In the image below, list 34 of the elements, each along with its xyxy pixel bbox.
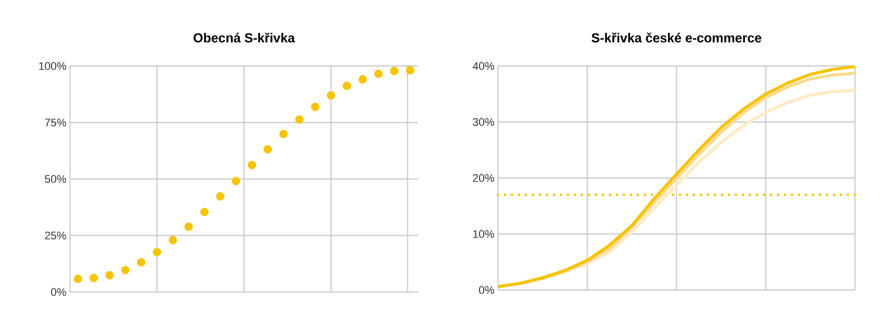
point xyxy=(74,274,82,284)
point xyxy=(390,66,398,76)
point xyxy=(358,75,367,84)
y-tick-label: 40% xyxy=(472,62,494,70)
point xyxy=(326,91,336,100)
point xyxy=(121,266,130,274)
point xyxy=(105,271,114,280)
point xyxy=(232,176,240,186)
point xyxy=(310,102,320,112)
point xyxy=(90,274,98,282)
point xyxy=(152,248,162,256)
point xyxy=(342,82,352,90)
y-tick-label: 25% xyxy=(45,232,66,240)
point xyxy=(136,258,146,267)
y-tick-label: 20% xyxy=(473,174,494,182)
chart-title: S-křivka české e-commerce xyxy=(592,32,762,42)
y-tick-label: 50% xyxy=(44,175,66,183)
y-tick-label: 75% xyxy=(45,118,66,126)
point xyxy=(216,192,224,201)
point xyxy=(184,222,193,231)
point xyxy=(295,115,304,124)
point xyxy=(168,236,178,244)
y-tick-label: 30% xyxy=(472,118,494,126)
y-tick-label: 0% xyxy=(51,288,66,296)
y-tick-label: 0% xyxy=(479,286,494,294)
y-tick-label: 100% xyxy=(39,62,66,70)
chart-title: Obecná S-křivka xyxy=(194,32,296,42)
point xyxy=(279,130,288,138)
point xyxy=(248,160,256,170)
point xyxy=(374,70,383,78)
y-tick-label: 10% xyxy=(473,230,494,238)
point xyxy=(406,66,414,74)
point xyxy=(200,208,209,216)
point xyxy=(264,145,272,154)
